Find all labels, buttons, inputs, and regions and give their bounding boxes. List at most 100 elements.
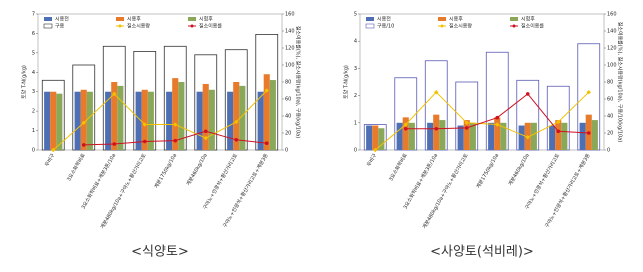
bar [263,74,270,150]
y-tick-label: 2 [354,93,357,99]
bar [178,82,185,150]
y2-tick-label: 20 [285,131,291,137]
bar [488,122,495,150]
bar [80,89,87,150]
legend-label: 질소시용량 [449,23,472,30]
x-tick-label: 3요소화학비료+계분3톤/10a [402,152,440,210]
legend-label: 질소이용률 [521,23,544,30]
legend-swatch [365,23,375,29]
y-tick-label: 7 [32,12,35,18]
bar [257,91,264,150]
bar [396,122,403,150]
y2-tick-label: 140 [607,29,617,35]
bar [166,91,173,150]
bar [530,122,537,150]
point [464,126,469,130]
point [81,120,86,125]
legend-swatch [116,17,124,21]
y-tick-label: 6 [32,31,35,37]
bar [105,91,112,150]
y-tick-label: 0 [32,148,35,154]
point [525,92,530,96]
bar [111,82,118,150]
y-tick-label: 5 [354,12,357,18]
y-tick-label: 0 [354,148,357,154]
point [203,129,208,134]
point [173,122,178,127]
caption: <식양토> [131,245,189,260]
bar [239,85,246,150]
y-axis-title: 토양 T-N(g/kg) [343,65,350,99]
y2-axis-title: 질소이용률(%), 질소시용량(kg/10a), 구용(kg/10a) [295,26,302,138]
bar [408,122,415,150]
bar [402,117,409,150]
point [434,126,439,131]
bar [427,122,434,150]
legend-swatch [438,17,446,21]
y2-tick-label: 100 [607,63,617,69]
bar [227,91,234,150]
legend-label: 구용 [55,24,65,30]
bar [433,114,440,150]
bar [500,122,507,150]
y-tick-label: 3 [32,89,35,95]
bar [494,117,501,150]
bar [233,82,240,150]
point [525,135,530,140]
legend-label: 시용후 [449,17,463,23]
legend-swatch [366,17,374,21]
legend-swatch [512,24,516,28]
bar [202,83,209,150]
bar [378,128,385,150]
bar [147,91,154,150]
bar [518,125,525,150]
bar [74,91,81,150]
legend-swatch [44,17,52,21]
y-tick-label: 4 [32,70,35,76]
y2-axis-title: 질소이용률(%), 질소시용량(kg/10a), 구용/10(kg/10a) [617,22,624,142]
point [203,135,208,141]
y2-tick-label: 80 [285,80,291,86]
legend-label: 시험후 [521,17,535,23]
legend-label: 시용전 [377,16,391,23]
legend-label: 질소시용량 [127,23,150,30]
caption: <사양토(석비레)> [430,245,534,260]
x-tick-label: 계분460kg/10a [507,152,531,187]
point [373,147,378,153]
line [52,90,268,151]
y2-tick-label: 120 [285,46,295,52]
bar [561,122,568,150]
chart: 0 1 2 3 4 5 6 7 0 20 40 60 80 100 120 140 160 토양 T-N(g/kg… [21,12,302,260]
point [234,138,239,142]
bar [196,91,203,150]
bar [555,120,562,150]
x-tick-label: 3요소화학비료 [387,152,409,183]
y-tick-label: 2 [32,109,35,115]
point [264,88,269,93]
bar [579,122,586,150]
bar [135,91,142,150]
point [403,122,408,127]
bar [366,125,373,150]
y2-tick-label: 160 [285,12,295,18]
bar [141,89,148,150]
y2-tick-label: 100 [285,63,295,69]
point [112,142,117,146]
bar [463,120,470,150]
bar [469,122,476,150]
point [81,143,86,147]
bar [50,91,57,150]
y-tick-label: 3 [354,66,357,72]
y2-tick-label: 80 [607,80,613,86]
point [142,122,147,127]
y2-tick-label: 0 [285,148,288,154]
point [434,90,439,95]
legend-swatch [440,24,444,28]
bar [86,91,93,150]
x-tick-label: 무비구 [365,152,378,168]
chart: 0 1 2 3 4 5 0 20 40 60 80 100 120 140 160 토양 T-N(g/kg) 질… [343,12,624,260]
y-axis-title: 토양 T-N(g/kg) [21,65,28,99]
y2-tick-label: 120 [607,46,617,52]
y2-tick-label: 20 [607,131,613,137]
